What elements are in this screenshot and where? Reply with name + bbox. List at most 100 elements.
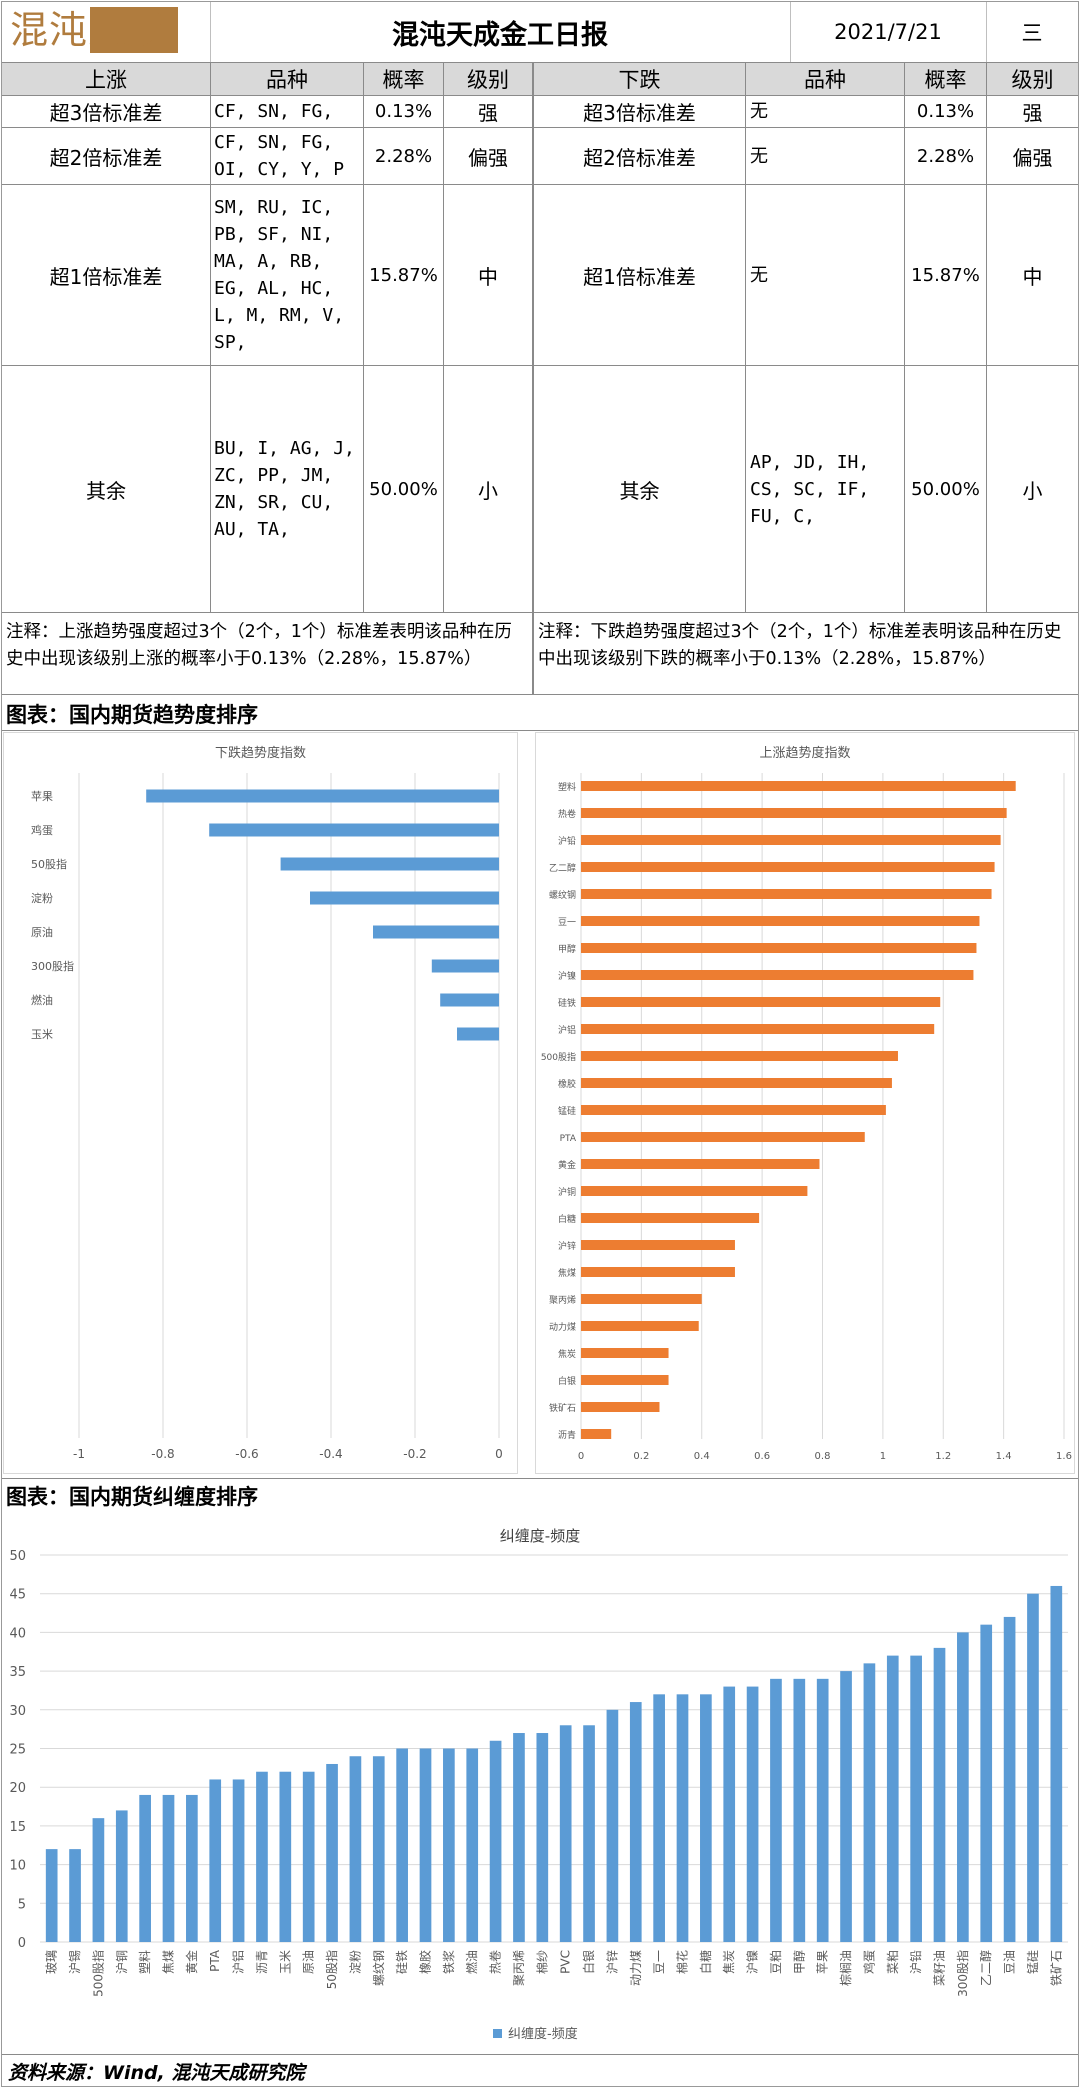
bar xyxy=(466,1748,479,1942)
up-level-header: 级别 xyxy=(444,63,532,95)
category-label: 玻璃 xyxy=(45,1950,59,1974)
category-label: 沥青 xyxy=(558,1429,576,1441)
logo-mark: 混沌天成 xyxy=(10,7,178,53)
category-label: 聚丙烯 xyxy=(549,1294,576,1306)
category-label: 燃油 xyxy=(31,993,53,1007)
up-row-level: 中 xyxy=(478,264,498,289)
bar xyxy=(279,1771,292,1942)
bar xyxy=(629,1702,642,1942)
category-label: 铁浆 xyxy=(441,1950,456,1974)
header-divider-3 xyxy=(986,2,987,62)
bar xyxy=(280,857,499,871)
category-label: 沪铅 xyxy=(558,835,576,847)
bar xyxy=(431,959,499,973)
category-label: 甲醇 xyxy=(791,1950,806,1974)
category-label: 300股指 xyxy=(31,959,74,973)
category-label: 乙二醇 xyxy=(978,1950,993,1986)
y-tick-label: 30 xyxy=(9,1704,26,1719)
category-label: PVC xyxy=(559,1950,573,1974)
bar xyxy=(232,1779,245,1942)
bar xyxy=(92,1818,105,1942)
category-label: 沪镍 xyxy=(558,970,576,982)
up-row-level: 强 xyxy=(478,101,498,125)
up-row-items: SM, RU, IC, PB, SF, NI, MA, A, RB, EG, A… xyxy=(214,197,345,353)
header-divider-2 xyxy=(790,2,791,62)
category-label: 菜籽油 xyxy=(933,1950,947,1986)
x-tick-label: 0.6 xyxy=(754,1451,770,1462)
category-label: 沪铜 xyxy=(558,1186,576,1198)
bar xyxy=(933,1647,946,1942)
y-tick-label: 5 xyxy=(18,1897,26,1912)
bar xyxy=(581,808,1007,818)
up-row-prob: 15.87% xyxy=(369,264,438,286)
logo: 混沌天成 xyxy=(4,3,204,58)
category-label: 橡胶 xyxy=(418,1950,433,1974)
bar xyxy=(581,1429,612,1439)
section-title-trend: 图表：国内期货趋势度排序 xyxy=(6,703,258,727)
bar xyxy=(146,789,499,803)
y-tick-label: 40 xyxy=(9,1626,26,1641)
bar xyxy=(162,1794,175,1942)
category-label: 300股指 xyxy=(955,1950,970,1997)
category-label: 沥青 xyxy=(255,1950,269,1974)
bar xyxy=(372,1756,385,1942)
bar xyxy=(1027,1593,1039,1942)
down-header-label: 下跌 xyxy=(534,63,745,95)
category-label: 白糖 xyxy=(558,1213,576,1225)
x-tick-label: 0.8 xyxy=(815,1451,831,1462)
category-label: 玉米 xyxy=(31,1028,53,1041)
category-label: 锰硅 xyxy=(558,1105,576,1117)
category-label: 焦煤 xyxy=(162,1950,176,1974)
up-row-level: 小 xyxy=(478,478,498,503)
category-label: 50股指 xyxy=(324,1950,339,1989)
category-label: 沪铅 xyxy=(909,1950,923,1974)
down-row-label: 超2倍标准差 xyxy=(583,145,696,170)
chart-title: 上涨趋势度指数 xyxy=(759,745,850,761)
up-row-label: 超1倍标准差 xyxy=(49,264,163,289)
category-label: 豆一 xyxy=(558,917,576,928)
x-tick-label: -0.6 xyxy=(235,1447,258,1461)
up-prob-header: 概率 xyxy=(364,63,443,95)
category-label: 硅铁 xyxy=(395,1950,409,1974)
bar xyxy=(581,1132,865,1142)
category-label: 500股指 xyxy=(90,1950,105,1997)
bar xyxy=(186,1794,198,1942)
bar xyxy=(302,1771,315,1942)
bar xyxy=(256,1771,268,1942)
category-label: PTA xyxy=(560,1134,577,1144)
category-label: 燃油 xyxy=(464,1950,479,1974)
category-label: 500股指 xyxy=(541,1051,576,1063)
bar xyxy=(746,1686,759,1942)
x-tick-label: -0.2 xyxy=(403,1447,426,1461)
down-row-items: 无 xyxy=(750,264,768,286)
category-label: 焦煤 xyxy=(558,1267,576,1279)
bar xyxy=(581,889,992,899)
bar xyxy=(536,1733,549,1942)
table-lines xyxy=(0,0,1080,700)
category-label: 甲醇 xyxy=(558,943,576,955)
bar xyxy=(373,925,499,939)
entanglement-chart: 纠缠度-频度05101520253035404550玻璃 沪锡 500股指 沪铜 塑料焦… xyxy=(9,1527,1068,2042)
category-label: 动力煤 xyxy=(549,1321,576,1333)
category-label: 淀粉 xyxy=(348,1950,362,1974)
y-tick-label: 25 xyxy=(9,1743,26,1758)
bar xyxy=(581,1348,669,1358)
category-label: 白糖 xyxy=(698,1950,713,1974)
down-row-level: 小 xyxy=(1022,478,1043,503)
footer-divider xyxy=(2,2054,1078,2055)
bar xyxy=(443,1748,455,1942)
bar xyxy=(115,1810,128,1942)
category-label: 苹果 xyxy=(31,789,53,803)
category-label: 苹果 xyxy=(816,1950,830,1974)
category-label: 动力煤 xyxy=(629,1950,643,1986)
category-label: 焦炭 xyxy=(722,1950,736,1974)
bar xyxy=(581,1402,660,1412)
category-label: 豆粕 xyxy=(768,1950,783,1974)
down-row-label: 超1倍标准差 xyxy=(583,264,696,289)
bar xyxy=(886,1655,899,1942)
bar xyxy=(581,1240,735,1250)
page-title: 混沌天成金工日报 xyxy=(392,19,608,51)
section-title-entangle: 图表：国内期货纠缠度排序 xyxy=(6,1485,258,1509)
header-divider-1 xyxy=(210,2,211,62)
